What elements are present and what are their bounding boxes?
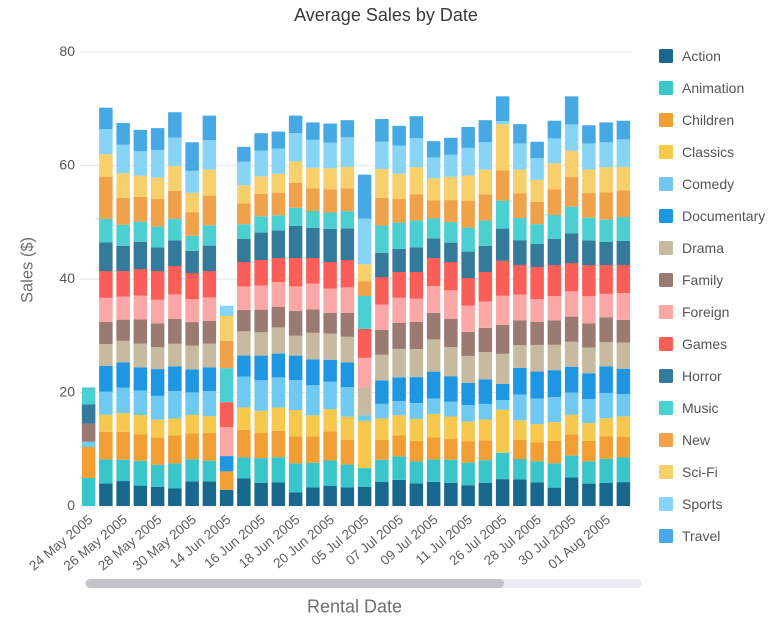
svg-text:Sales ($): Sales ($)	[19, 237, 37, 303]
svg-text:Sci-Fi: Sci-Fi	[682, 464, 718, 480]
svg-text:Foreign: Foreign	[682, 304, 729, 320]
svg-text:40: 40	[59, 270, 75, 286]
svg-text:Children: Children	[682, 112, 734, 128]
svg-text:Rental Date: Rental Date	[307, 597, 402, 617]
svg-text:Sports: Sports	[682, 496, 722, 512]
svg-text:Games: Games	[682, 336, 727, 352]
svg-text:Classics: Classics	[682, 144, 734, 160]
svg-text:Comedy: Comedy	[682, 176, 734, 192]
svg-text:Travel: Travel	[682, 528, 720, 544]
svg-text:Average Sales by Date: Average Sales by Date	[294, 5, 478, 25]
svg-text:Action: Action	[682, 48, 721, 64]
svg-text:20: 20	[59, 383, 75, 399]
svg-text:Music: Music	[682, 400, 719, 416]
svg-text:New: New	[682, 432, 711, 448]
svg-text:Documentary: Documentary	[682, 208, 765, 224]
svg-text:0: 0	[67, 497, 75, 513]
svg-text:80: 80	[59, 43, 75, 59]
svg-text:Horror: Horror	[682, 368, 722, 384]
svg-text:Animation: Animation	[682, 80, 744, 96]
svg-text:Family: Family	[682, 272, 723, 288]
svg-text:Drama: Drama	[682, 240, 724, 256]
svg-text:60: 60	[59, 156, 75, 172]
